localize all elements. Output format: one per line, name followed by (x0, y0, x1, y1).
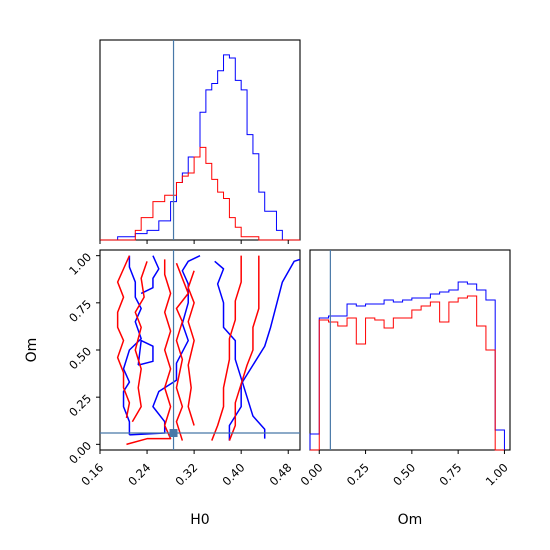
hist-h0-panel (99, 40, 300, 244)
hist-om-series-blue (309, 281, 505, 450)
contour-line-blue (137, 339, 154, 366)
x-axis-label-om: Om (398, 512, 423, 528)
contour-line-red (175, 262, 189, 441)
contour-line-blue (140, 255, 160, 295)
hist-om-panel: 0.00 0.25 0.50 0.75 1.00 (298, 250, 511, 488)
contour-ytick-label: 0.50 (66, 344, 94, 372)
contour-ytick-label: 0.00 (66, 439, 94, 467)
hist-om-series-red (310, 295, 505, 451)
contour-ytick-label: 1.00 (66, 250, 94, 278)
hist-om-frame (309, 249, 511, 451)
contour-xtick-label: 0.32 (172, 460, 200, 488)
contour-line-blue (214, 260, 266, 439)
hist-h0-series-blue (100, 54, 300, 241)
contour-line-red (211, 255, 242, 441)
contour-ytick-label: 0.25 (66, 391, 94, 419)
hist-h0-series-red (100, 146, 300, 241)
hist-h0-frame (99, 39, 301, 241)
contour-line-blue (129, 254, 201, 436)
contour-line-blue (122, 255, 142, 435)
contour-line-red (116, 255, 131, 419)
x-axis-label-h0: H0 (190, 512, 209, 528)
contour-line-red (187, 270, 195, 426)
contour-xtick-label: 0.48 (267, 460, 295, 488)
contour-line-red (126, 259, 172, 446)
contour-xtick-label: 0.16 (78, 460, 106, 488)
hist-om-xtick-label: 0.50 (390, 460, 418, 488)
truth-marker (169, 429, 178, 438)
contour-xtick-label: 0.24 (125, 460, 153, 488)
contour-lines (116, 254, 300, 446)
contour-panel: 0.16 0.24 0.32 0.40 0.48 0.00 0.25 0.50 0.75 1.00 (66, 250, 300, 488)
hist-om-xtick-label: 0.00 (298, 460, 326, 488)
contour-line-red (228, 255, 260, 441)
hist-om-xtick-label: 0.25 (344, 460, 372, 488)
hist-om-xtick-label: 0.75 (436, 460, 464, 488)
contour-line-blue (228, 258, 300, 441)
contour-ytick-label: 0.75 (66, 297, 94, 325)
contour-xtick-label: 0.40 (220, 460, 248, 488)
y-axis-label-om: Om (24, 338, 40, 363)
hist-om-xtick-label: 1.00 (483, 460, 511, 488)
contour-line-red (131, 261, 148, 423)
